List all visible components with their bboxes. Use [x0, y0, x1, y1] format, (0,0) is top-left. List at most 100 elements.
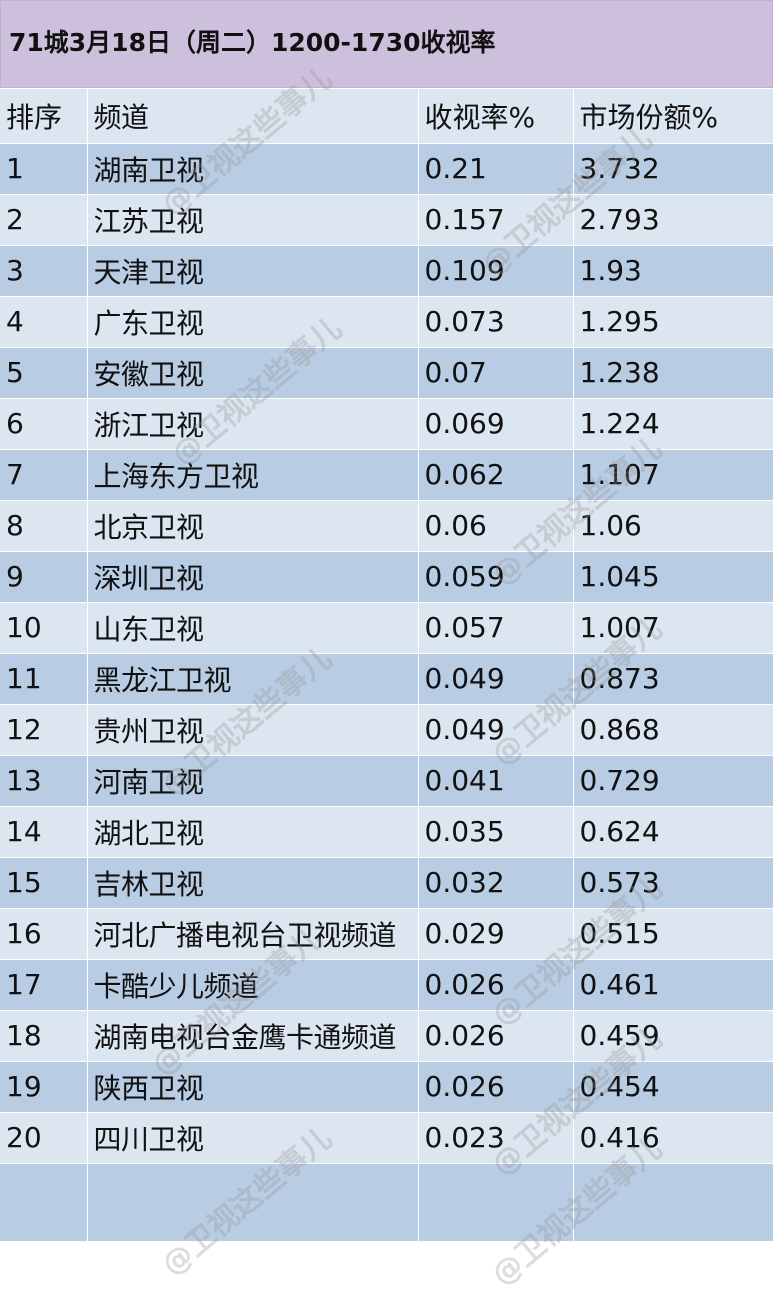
rating-cell: 0.032 — [418, 857, 574, 909]
share-cell: 1.045 — [573, 551, 774, 603]
table-row: 16 河北广播电视台卫视频道 0.029 0.515 — [0, 908, 774, 960]
table-row: 5 安徽卫视 0.07 1.238 — [0, 347, 774, 399]
empty-cell — [0, 1163, 88, 1242]
rank-cell: 15 — [0, 857, 88, 909]
header-row: 排序 频道 收视率% 市场份额% — [0, 89, 774, 144]
rating-cell: 0.026 — [418, 1061, 574, 1113]
header-channel: 频道 — [87, 89, 419, 144]
table-row: 19 陕西卫视 0.026 0.454 — [0, 1061, 774, 1113]
share-cell: 0.873 — [573, 653, 774, 705]
rating-cell: 0.026 — [418, 959, 574, 1011]
rating-cell: 0.026 — [418, 1010, 574, 1062]
channel-cell: 湖北卫视 — [87, 806, 419, 858]
empty-row — [0, 1163, 774, 1242]
share-cell: 0.624 — [573, 806, 774, 858]
rating-cell: 0.029 — [418, 908, 574, 960]
rank-cell: 10 — [0, 602, 88, 654]
share-cell: 3.732 — [573, 143, 774, 195]
channel-cell: 河北广播电视台卫视频道 — [87, 908, 419, 960]
share-cell: 0.416 — [573, 1112, 774, 1164]
share-cell: 0.573 — [573, 857, 774, 909]
channel-cell: 江苏卫视 — [87, 194, 419, 246]
table-row: 9 深圳卫视 0.059 1.045 — [0, 551, 774, 603]
channel-cell: 安徽卫视 — [87, 347, 419, 399]
rank-cell: 2 — [0, 194, 88, 246]
table-row: 1 湖南卫视 0.21 3.732 — [0, 143, 774, 195]
channel-cell: 上海东方卫视 — [87, 449, 419, 501]
channel-cell: 湖南卫视 — [87, 143, 419, 195]
rating-cell: 0.059 — [418, 551, 574, 603]
share-cell: 1.238 — [573, 347, 774, 399]
table-row: 18 湖南电视台金鹰卡通频道 0.026 0.459 — [0, 1010, 774, 1062]
share-cell: 0.515 — [573, 908, 774, 960]
channel-cell: 卡酷少儿频道 — [87, 959, 419, 1011]
empty-cell — [418, 1163, 574, 1242]
channel-cell: 河南卫视 — [87, 755, 419, 807]
rank-cell: 18 — [0, 1010, 88, 1062]
share-cell: 1.107 — [573, 449, 774, 501]
rank-cell: 11 — [0, 653, 88, 705]
table-row: 11 黑龙江卫视 0.049 0.873 — [0, 653, 774, 705]
channel-cell: 广东卫视 — [87, 296, 419, 348]
table-row: 10 山东卫视 0.057 1.007 — [0, 602, 774, 654]
rating-cell: 0.21 — [418, 143, 574, 195]
rating-cell: 0.049 — [418, 704, 574, 756]
table-row: 2 江苏卫视 0.157 2.793 — [0, 194, 774, 246]
ratings-table: 排序 频道 收视率% 市场份额% 1 湖南卫视 0.21 3.732 2 江苏卫视 0.15… — [0, 89, 774, 1242]
rank-cell: 3 — [0, 245, 88, 297]
rating-cell: 0.073 — [418, 296, 574, 348]
share-cell: 1.224 — [573, 398, 774, 450]
rank-cell: 20 — [0, 1112, 88, 1164]
table-row: 17 卡酷少儿频道 0.026 0.461 — [0, 959, 774, 1011]
rating-cell: 0.07 — [418, 347, 574, 399]
rank-cell: 7 — [0, 449, 88, 501]
channel-cell: 深圳卫视 — [87, 551, 419, 603]
title-bar: 71城3月18日（周二）1200-1730收视率 — [0, 0, 773, 88]
channel-cell: 湖南电视台金鹰卡通频道 — [87, 1010, 419, 1062]
channel-cell: 山东卫视 — [87, 602, 419, 654]
rank-cell: 5 — [0, 347, 88, 399]
table-row: 7 上海东方卫视 0.062 1.107 — [0, 449, 774, 501]
table-row: 8 北京卫视 0.06 1.06 — [0, 500, 774, 552]
rank-cell: 17 — [0, 959, 88, 1011]
rating-cell: 0.035 — [418, 806, 574, 858]
channel-cell: 陕西卫视 — [87, 1061, 419, 1113]
empty-cell — [573, 1163, 774, 1242]
rank-cell: 9 — [0, 551, 88, 603]
table-row: 12 贵州卫视 0.049 0.868 — [0, 704, 774, 756]
table-row: 3 天津卫视 0.109 1.93 — [0, 245, 774, 297]
channel-cell: 天津卫视 — [87, 245, 419, 297]
share-cell: 2.793 — [573, 194, 774, 246]
share-cell: 0.461 — [573, 959, 774, 1011]
channel-cell: 浙江卫视 — [87, 398, 419, 450]
share-cell: 0.868 — [573, 704, 774, 756]
table-row: 6 浙江卫视 0.069 1.224 — [0, 398, 774, 450]
share-cell: 0.454 — [573, 1061, 774, 1113]
rating-cell: 0.049 — [418, 653, 574, 705]
table-row: 20 四川卫视 0.023 0.416 — [0, 1112, 774, 1164]
share-cell: 1.295 — [573, 296, 774, 348]
rank-cell: 13 — [0, 755, 88, 807]
table-row: 14 湖北卫视 0.035 0.624 — [0, 806, 774, 858]
channel-cell: 四川卫视 — [87, 1112, 419, 1164]
share-cell: 1.007 — [573, 602, 774, 654]
rank-cell: 14 — [0, 806, 88, 858]
rank-cell: 1 — [0, 143, 88, 195]
header-rating: 收视率% — [418, 89, 574, 144]
rating-cell: 0.06 — [418, 500, 574, 552]
header-share: 市场份额% — [573, 89, 774, 144]
rank-cell: 6 — [0, 398, 88, 450]
rank-cell: 12 — [0, 704, 88, 756]
share-cell: 1.06 — [573, 500, 774, 552]
rating-cell: 0.062 — [418, 449, 574, 501]
table-row: 4 广东卫视 0.073 1.295 — [0, 296, 774, 348]
channel-cell: 吉林卫视 — [87, 857, 419, 909]
share-cell: 0.729 — [573, 755, 774, 807]
rating-cell: 0.023 — [418, 1112, 574, 1164]
header-rank: 排序 — [0, 89, 88, 144]
empty-cell — [87, 1163, 419, 1242]
channel-cell: 贵州卫视 — [87, 704, 419, 756]
channel-cell: 北京卫视 — [87, 500, 419, 552]
share-cell: 0.459 — [573, 1010, 774, 1062]
